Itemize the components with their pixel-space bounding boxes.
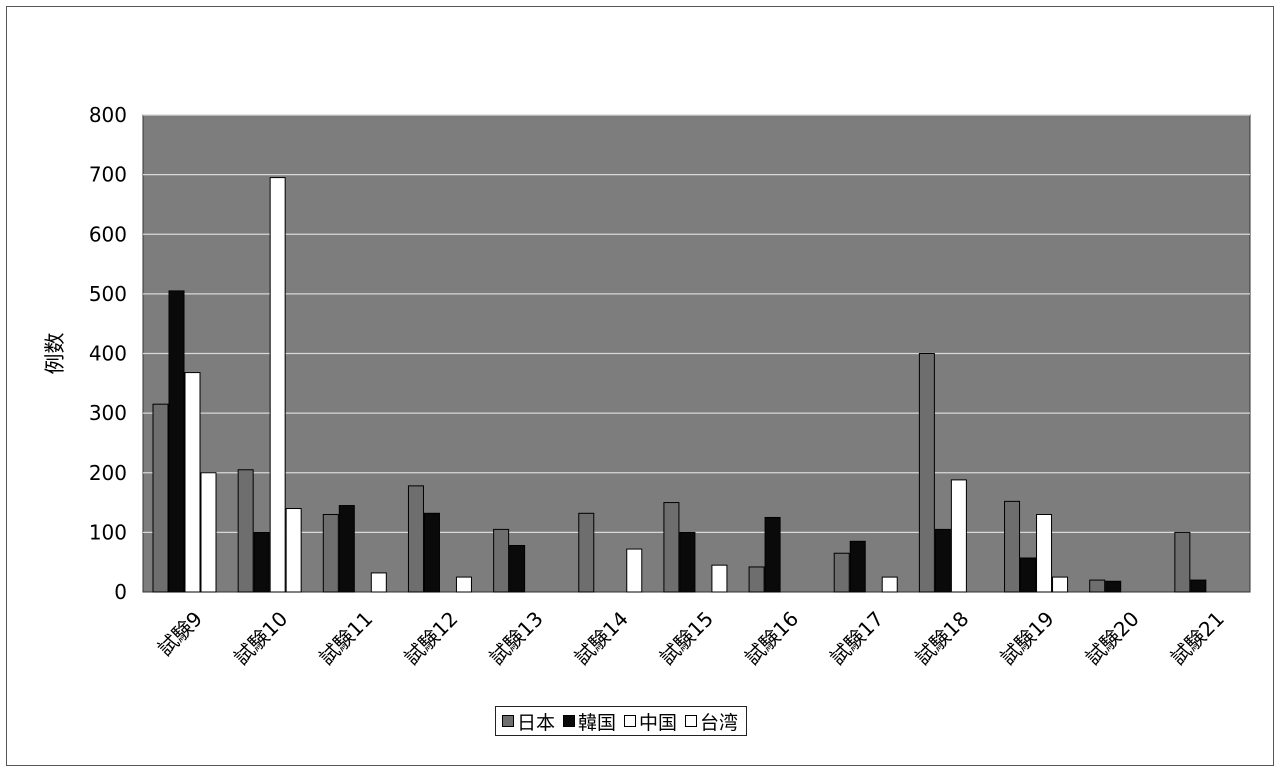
legend-swatch-china xyxy=(624,715,637,727)
bar-japan xyxy=(663,502,680,593)
legend-swatch-taiwan xyxy=(685,715,698,727)
bar-china xyxy=(1036,513,1053,593)
bar-korea xyxy=(168,290,185,593)
y-axis-label: 例数 xyxy=(43,333,67,375)
gridlines xyxy=(143,114,1250,533)
y-tick-label: 300 xyxy=(89,401,127,425)
bar-japan xyxy=(152,403,169,593)
x-tick-label: 試験13 xyxy=(484,607,547,670)
bar-korea xyxy=(934,528,951,593)
bar-china xyxy=(950,479,967,593)
x-tick-label: 試験15 xyxy=(655,607,718,670)
bar-taiwan xyxy=(711,564,728,593)
legend-item-korea: 韓国 xyxy=(563,708,616,735)
legend-item-china: 中国 xyxy=(624,708,677,735)
x-tick-label: 試験21 xyxy=(1166,607,1229,670)
bars xyxy=(152,177,1207,593)
bar-korea xyxy=(1105,580,1122,593)
bar-japan xyxy=(748,566,765,593)
x-tick-label: 試験18 xyxy=(910,607,973,670)
bar-japan xyxy=(1004,500,1021,593)
y-tick-label: 800 xyxy=(89,103,127,127)
x-tick-label: 試験14 xyxy=(570,607,633,670)
x-tick-label: 試験17 xyxy=(825,607,888,670)
y-tick-label: 700 xyxy=(89,163,127,187)
x-tick-label: 試験19 xyxy=(995,607,1058,670)
legend-item-japan: 日本 xyxy=(502,708,555,735)
x-tick-label: 試験10 xyxy=(229,607,292,670)
bar-korea xyxy=(253,531,270,593)
legend-label: 中国 xyxy=(639,711,678,734)
y-tick-label: 0 xyxy=(114,580,127,604)
x-axis-ticks: 試験9 試験10 試験11 試験12 試験13 試験14 試験15 試験16 試験17 試験18 試… xyxy=(153,607,1229,670)
bar-korea xyxy=(338,505,355,593)
bar-japan xyxy=(1174,531,1191,593)
bar-korea xyxy=(1020,557,1037,593)
bar-korea xyxy=(1190,579,1207,593)
x-tick-label: 試験9 xyxy=(153,607,207,661)
bar-taiwan xyxy=(881,576,898,593)
bar-japan xyxy=(833,552,850,593)
y-tick-label: 100 xyxy=(89,520,127,544)
legend-item-taiwan: 台湾 xyxy=(685,708,738,735)
bar-japan xyxy=(1089,579,1106,593)
bar-japan xyxy=(493,528,510,593)
bar-taiwan xyxy=(1052,576,1069,593)
y-tick-label: 200 xyxy=(89,461,127,485)
legend-swatch-japan xyxy=(502,715,514,727)
bar-korea xyxy=(849,540,866,593)
legend-label: 台湾 xyxy=(700,711,739,734)
legend-label: 韓国 xyxy=(578,711,617,734)
bar-korea xyxy=(679,531,696,593)
x-tick-label: 試験20 xyxy=(1081,607,1144,670)
y-tick-label: 600 xyxy=(89,222,127,246)
bar-japan xyxy=(237,469,254,593)
bar-korea xyxy=(509,544,526,593)
bar-korea xyxy=(764,516,781,593)
bar-japan xyxy=(407,485,424,593)
y-axis-ticks: 0 100 200 300 400 500 600 700 800 xyxy=(89,103,127,604)
legend-label: 日本 xyxy=(517,711,556,734)
bar-taiwan xyxy=(285,508,302,593)
legend-swatch-korea xyxy=(563,715,576,727)
bar-china xyxy=(184,372,201,593)
bar-japan xyxy=(918,353,935,593)
y-tick-label: 500 xyxy=(89,282,127,306)
x-tick-label: 試験11 xyxy=(314,607,377,670)
x-tick-label: 試験16 xyxy=(740,607,803,670)
bar-japan xyxy=(322,513,339,593)
legend: 日本 韓国 中国 台湾 xyxy=(495,706,748,736)
bar-korea xyxy=(423,512,440,593)
bar-taiwan xyxy=(370,572,387,593)
bar-japan xyxy=(578,512,595,593)
bar-taiwan xyxy=(200,472,217,593)
bar-taiwan xyxy=(626,548,643,593)
bar-taiwan xyxy=(455,576,472,593)
y-tick-label: 400 xyxy=(89,342,127,366)
x-tick-label: 試験12 xyxy=(399,607,462,670)
bar-china xyxy=(269,177,286,593)
